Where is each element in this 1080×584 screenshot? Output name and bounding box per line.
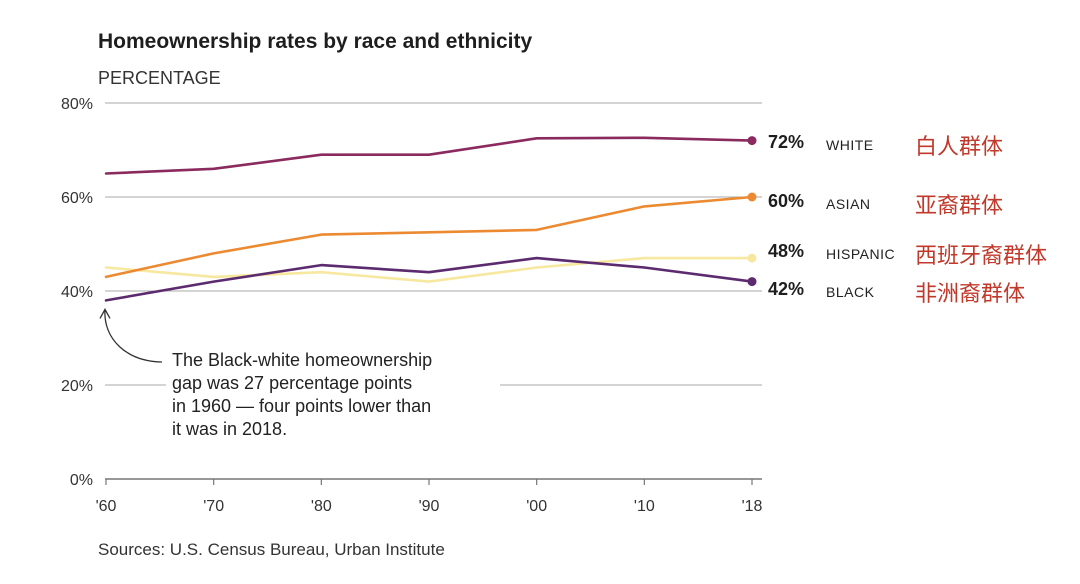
series-endpoint-hispanic: [747, 253, 757, 263]
series-line-white: [104, 136, 754, 175]
y-tick-label: 80%: [61, 96, 93, 113]
series-translation-label-asian: 亚裔群体: [915, 193, 1003, 218]
x-tick-label: '18: [742, 498, 763, 515]
series-endpoint-asian: [747, 192, 757, 202]
y-tick-label: 60%: [61, 190, 93, 207]
annotation-background: [166, 342, 500, 454]
chart-subtitle: PERCENTAGE: [98, 68, 221, 88]
x-tick-label: '60: [96, 498, 117, 515]
x-tick-label: '80: [311, 498, 332, 515]
chart-title: Homeownership rates by race and ethnicit…: [98, 30, 533, 53]
series-line-hispanic: [104, 256, 754, 283]
series-translation-label-black: 非洲裔群体: [915, 281, 1025, 306]
series-name-label-asian: ASIAN: [826, 196, 871, 212]
series-name-label-black: BLACK: [826, 284, 875, 300]
series-endpoint-black: [747, 277, 757, 287]
series-endpoint-white: [747, 136, 757, 146]
annotation-arrow: [104, 309, 163, 363]
x-tick-label: '70: [203, 498, 224, 515]
y-tick-label: 0%: [70, 472, 93, 489]
annotation-arrowhead: [99, 308, 111, 319]
annotation-line: in 1960 — four points lower than: [172, 396, 431, 416]
x-tick-label: '90: [419, 498, 440, 515]
y-tick-label: 40%: [61, 284, 93, 301]
annotation-line: it was in 2018.: [172, 419, 287, 439]
source-note: Sources: U.S. Census Bureau, Urban Insti…: [98, 540, 445, 559]
series-name-label-hispanic: HISPANIC: [826, 246, 895, 262]
annotation-line: gap was 27 percentage points: [172, 373, 412, 393]
series-translation-label-white: 白人群体: [915, 134, 1003, 159]
series-value-label-white: 72%: [768, 132, 804, 152]
series-value-label-black: 42%: [768, 279, 804, 299]
annotation-line: The Black-white homeownership: [172, 350, 432, 370]
series-name-label-white: WHITE: [826, 137, 874, 153]
series-line-asian: [104, 195, 754, 279]
series-translation-label-hispanic: 西班牙裔群体: [915, 243, 1047, 268]
y-tick-label: 20%: [61, 378, 93, 395]
series-value-label-asian: 60%: [768, 191, 804, 211]
series-line-black: [104, 256, 754, 302]
x-tick-label: '10: [634, 498, 655, 515]
x-tick-label: '00: [526, 498, 547, 515]
series-value-label-hispanic: 48%: [768, 241, 804, 261]
